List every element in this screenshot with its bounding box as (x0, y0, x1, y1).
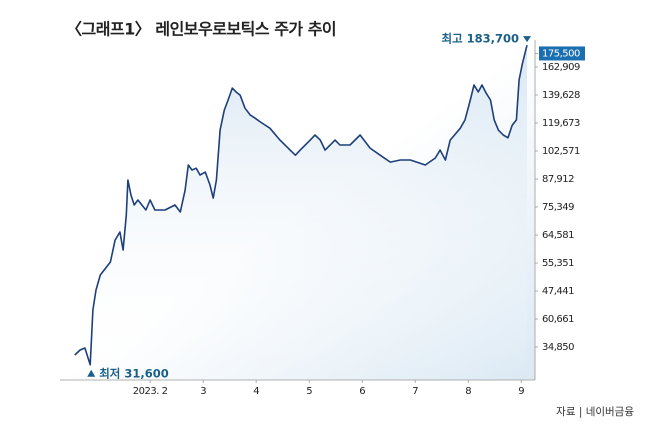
y-tick-label: 55,351 (542, 258, 574, 269)
max-marker (523, 36, 532, 43)
x-tick-label: 2023. 2 (133, 386, 168, 397)
area (74, 45, 528, 380)
y-tick-label: 119,673 (542, 118, 580, 129)
x-tick-label: 7 (412, 386, 418, 397)
y-tick-label: 47,441 (542, 286, 574, 297)
x-tick-label: 4 (253, 386, 259, 397)
min-marker (87, 369, 96, 377)
source: 자료 | 네이버금융 (556, 406, 634, 418)
x-tick-label: 5 (306, 386, 312, 397)
y-tick-label: 64,581 (542, 230, 574, 241)
y-tick-label: 175,500 (542, 48, 580, 59)
y-tick-label: 60,661 (542, 314, 574, 325)
x-tick-label: 8 (465, 386, 471, 397)
y-tick-label: 102,571 (542, 146, 580, 157)
y-tick-label: 34,850 (542, 342, 574, 353)
x-tick-label: 3 (200, 386, 206, 397)
y-tick-label: 75,349 (542, 202, 574, 213)
max-annotation: 최고 183,700 (442, 32, 520, 46)
current-price-box (539, 46, 585, 61)
y-tick-label: 162,909 (542, 62, 580, 73)
chart-title: 〈그래프1〉 레인보우로보틱스 주가 추이 (66, 20, 336, 39)
line (74, 45, 528, 366)
y-tick-label: 139,628 (542, 90, 580, 101)
x-tick-label: 9 (518, 386, 524, 397)
y-tick-label: 87,912 (542, 174, 574, 185)
min-annotation: 최저 31,600 (99, 366, 169, 380)
x-tick-label: 6 (359, 386, 365, 397)
